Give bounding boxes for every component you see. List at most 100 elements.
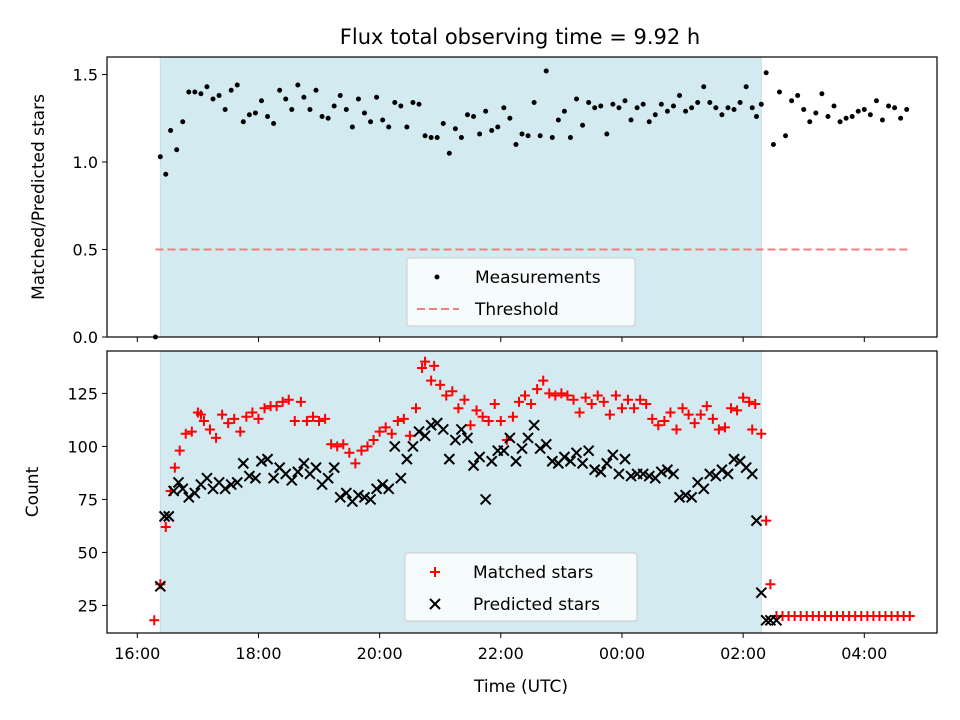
matched-star-marker	[707, 413, 718, 424]
matched-star-marker	[307, 411, 318, 422]
matched-star-marker	[417, 362, 428, 373]
measurement-point	[743, 84, 749, 90]
predicted-star-marker	[755, 587, 768, 599]
predicted-star-marker	[746, 468, 758, 480]
predicted-star-marker	[261, 453, 274, 465]
matched-star-marker	[180, 428, 191, 439]
matched-star-marker	[747, 424, 758, 435]
predicted-star-marker	[237, 457, 250, 470]
measurement-point	[646, 119, 652, 125]
predicted-star-marker	[504, 432, 516, 444]
measurement-point	[843, 115, 849, 121]
measurement-point	[867, 112, 873, 118]
predicted-star-marker	[201, 472, 213, 484]
predicted-star-marker	[510, 455, 522, 467]
measurement-point	[543, 68, 549, 74]
legend-label: Measurements	[475, 268, 601, 288]
matched-star-marker	[320, 413, 331, 424]
predicted-star-marker	[352, 489, 365, 501]
matched-star-marker	[198, 415, 209, 426]
measurement-point	[898, 115, 904, 121]
y-tick-label: 75	[78, 490, 98, 509]
matched-star-marker	[338, 439, 349, 450]
measurement-point	[622, 98, 628, 104]
predicted-star-marker	[546, 455, 558, 467]
x-tick-label: 22:00	[478, 644, 524, 663]
predicted-star-marker	[419, 430, 431, 442]
legend: Measurements Threshold	[406, 257, 636, 327]
measurement-point	[301, 94, 307, 100]
measurement-point	[349, 124, 355, 130]
measurement-point	[428, 135, 434, 140]
predicted-star-marker	[401, 453, 413, 465]
predicted-star-marker	[383, 483, 395, 495]
measurement-point	[713, 105, 719, 111]
predicted-star-marker	[455, 423, 468, 436]
matched-star-marker	[701, 401, 712, 412]
panel-counts: 25 50 75 100 125 Count 16:00 18:00 20:00 22:00 00:…	[23, 350, 938, 663]
legend-marker-predicted	[429, 598, 441, 610]
x-tick-label: 16:00	[114, 644, 160, 663]
matched-star-marker	[259, 403, 270, 414]
measurement-point	[628, 117, 634, 123]
measurement-point	[537, 133, 543, 139]
matched-star-marker	[314, 415, 325, 426]
measurement-point	[610, 101, 616, 107]
predicted-star-marker	[698, 483, 710, 495]
measurement-point	[483, 108, 489, 114]
measurement-point	[398, 103, 404, 109]
matched-star-marker	[550, 390, 561, 401]
measurement-point	[157, 154, 163, 160]
measurement-point	[640, 101, 646, 107]
matched-star-marker	[332, 441, 343, 452]
measurement-point	[325, 115, 331, 121]
predicted-star-marker	[376, 478, 389, 491]
predicted-star-marker	[498, 444, 510, 457]
measurement-point	[519, 131, 525, 137]
measurement-point	[361, 110, 367, 116]
predicted-star-marker	[449, 434, 462, 446]
matched-star-marker	[750, 399, 761, 410]
matched-star-marker	[574, 407, 585, 418]
legend-label: Threshold	[474, 300, 559, 320]
measurement-point	[216, 93, 222, 98]
measurement-point	[228, 87, 234, 93]
matched-star-marker	[453, 403, 464, 414]
matched-star-marker	[169, 462, 180, 473]
measurement-point	[574, 96, 580, 102]
measurement-point	[886, 103, 892, 109]
measurement-point	[204, 84, 210, 90]
predicted-star-marker	[595, 466, 607, 478]
predicted-star-marker	[249, 472, 262, 484]
matched-star-marker	[410, 403, 421, 414]
measurement-point	[683, 108, 689, 114]
matched-star-marker	[765, 579, 776, 590]
matched-star-marker	[677, 403, 688, 414]
predicted-star-marker	[358, 491, 371, 504]
matched-star-marker	[283, 394, 294, 405]
measurement-point	[392, 100, 398, 105]
matched-star-marker	[441, 390, 452, 401]
matched-star-marker	[580, 392, 591, 403]
matched-star-marker	[420, 356, 431, 367]
predicted-star-marker	[370, 483, 383, 495]
predicted-star-marker	[679, 489, 692, 501]
predicted-star-marker	[292, 466, 304, 478]
y-tick-label: 50	[78, 543, 98, 562]
predicted-star-marker	[425, 419, 437, 431]
predicted-star-marker	[364, 493, 377, 506]
matched-star-marker	[447, 386, 458, 397]
measurement-point	[586, 100, 592, 105]
measurement-point	[855, 108, 861, 114]
measurement-point	[652, 112, 658, 118]
measurement-point	[531, 100, 537, 105]
predicted-star-marker	[522, 432, 534, 444]
predicted-star-marker	[716, 464, 728, 476]
measurement-point	[489, 128, 495, 133]
matched-star-marker	[532, 384, 543, 395]
measurement-point	[295, 82, 301, 88]
predicted-star-marker	[516, 442, 528, 455]
matched-star-marker	[235, 426, 246, 437]
predicted-star-marker	[413, 425, 425, 438]
measurement-point	[186, 89, 192, 95]
